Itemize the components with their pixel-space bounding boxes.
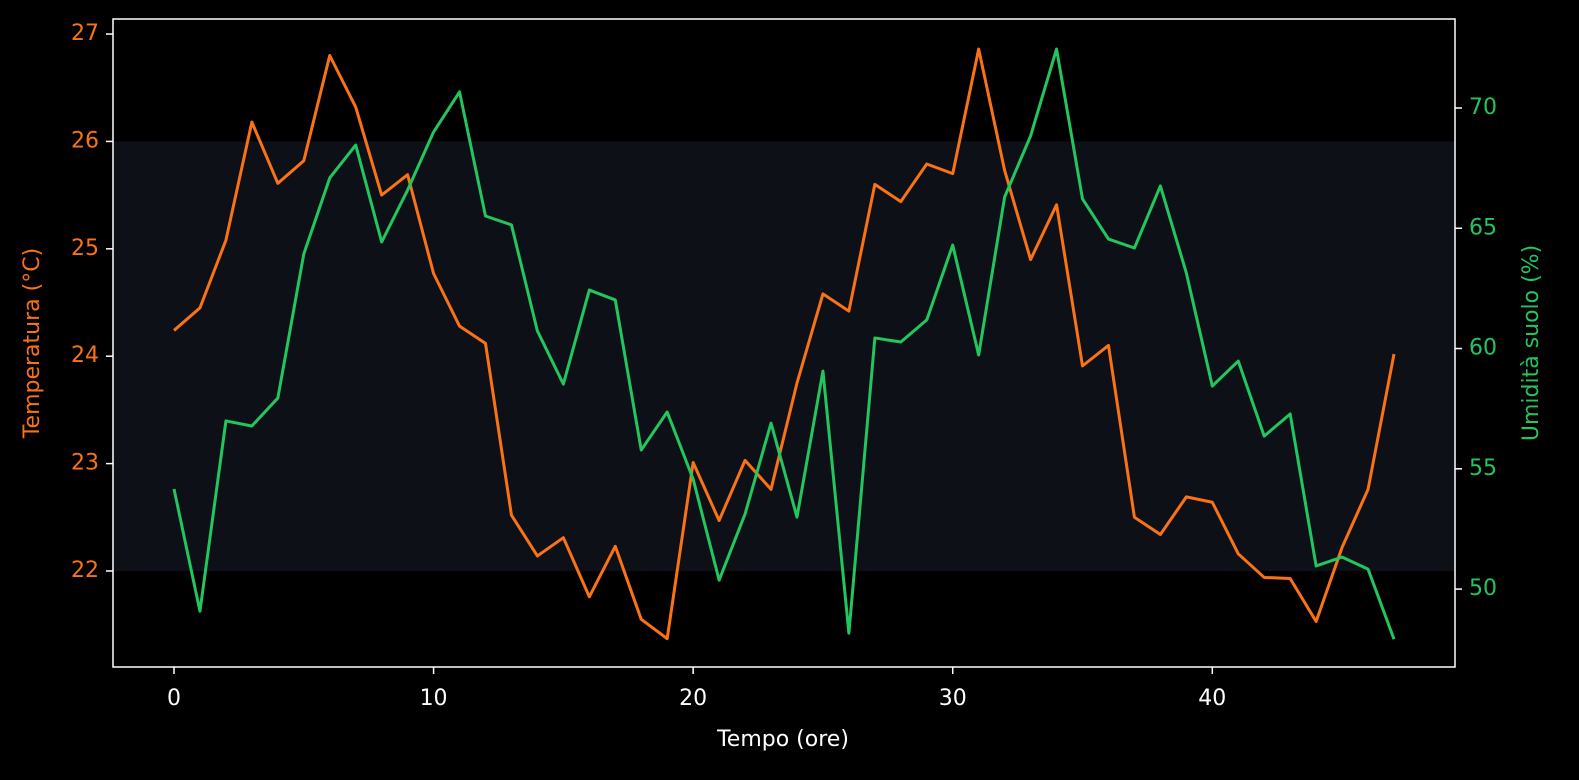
y-tick-label: 22	[71, 558, 99, 583]
x-tick-label: 20	[679, 686, 707, 711]
x-tick-label: 0	[167, 686, 181, 711]
y2-tick-label: 60	[1469, 336, 1497, 361]
y-axis-label: Temperatura (°C)	[20, 248, 45, 439]
y-tick-label: 25	[71, 236, 99, 261]
y2-tick-label: 65	[1469, 215, 1497, 240]
y2-tick-label: 50	[1469, 576, 1497, 601]
x-tick-label: 10	[420, 686, 448, 711]
y2-axis-label: Umidità suolo (%)	[1519, 245, 1544, 441]
span-band	[113, 141, 1455, 571]
y2-tick-label: 55	[1469, 456, 1497, 481]
x-tick-label: 40	[1198, 686, 1226, 711]
plot-frame	[112, 18, 1456, 668]
y-tick-label: 23	[71, 451, 99, 476]
y-tick-label: 27	[71, 21, 99, 46]
series-line	[173, 47, 1396, 641]
series-line	[172, 47, 1396, 640]
x-axis-label: Tempo (ore)	[716, 727, 849, 752]
y-tick-label: 26	[71, 128, 99, 153]
y-tick-label: 24	[71, 343, 99, 368]
y2-tick-label: 70	[1469, 95, 1497, 120]
x-tick-label: 30	[939, 686, 967, 711]
